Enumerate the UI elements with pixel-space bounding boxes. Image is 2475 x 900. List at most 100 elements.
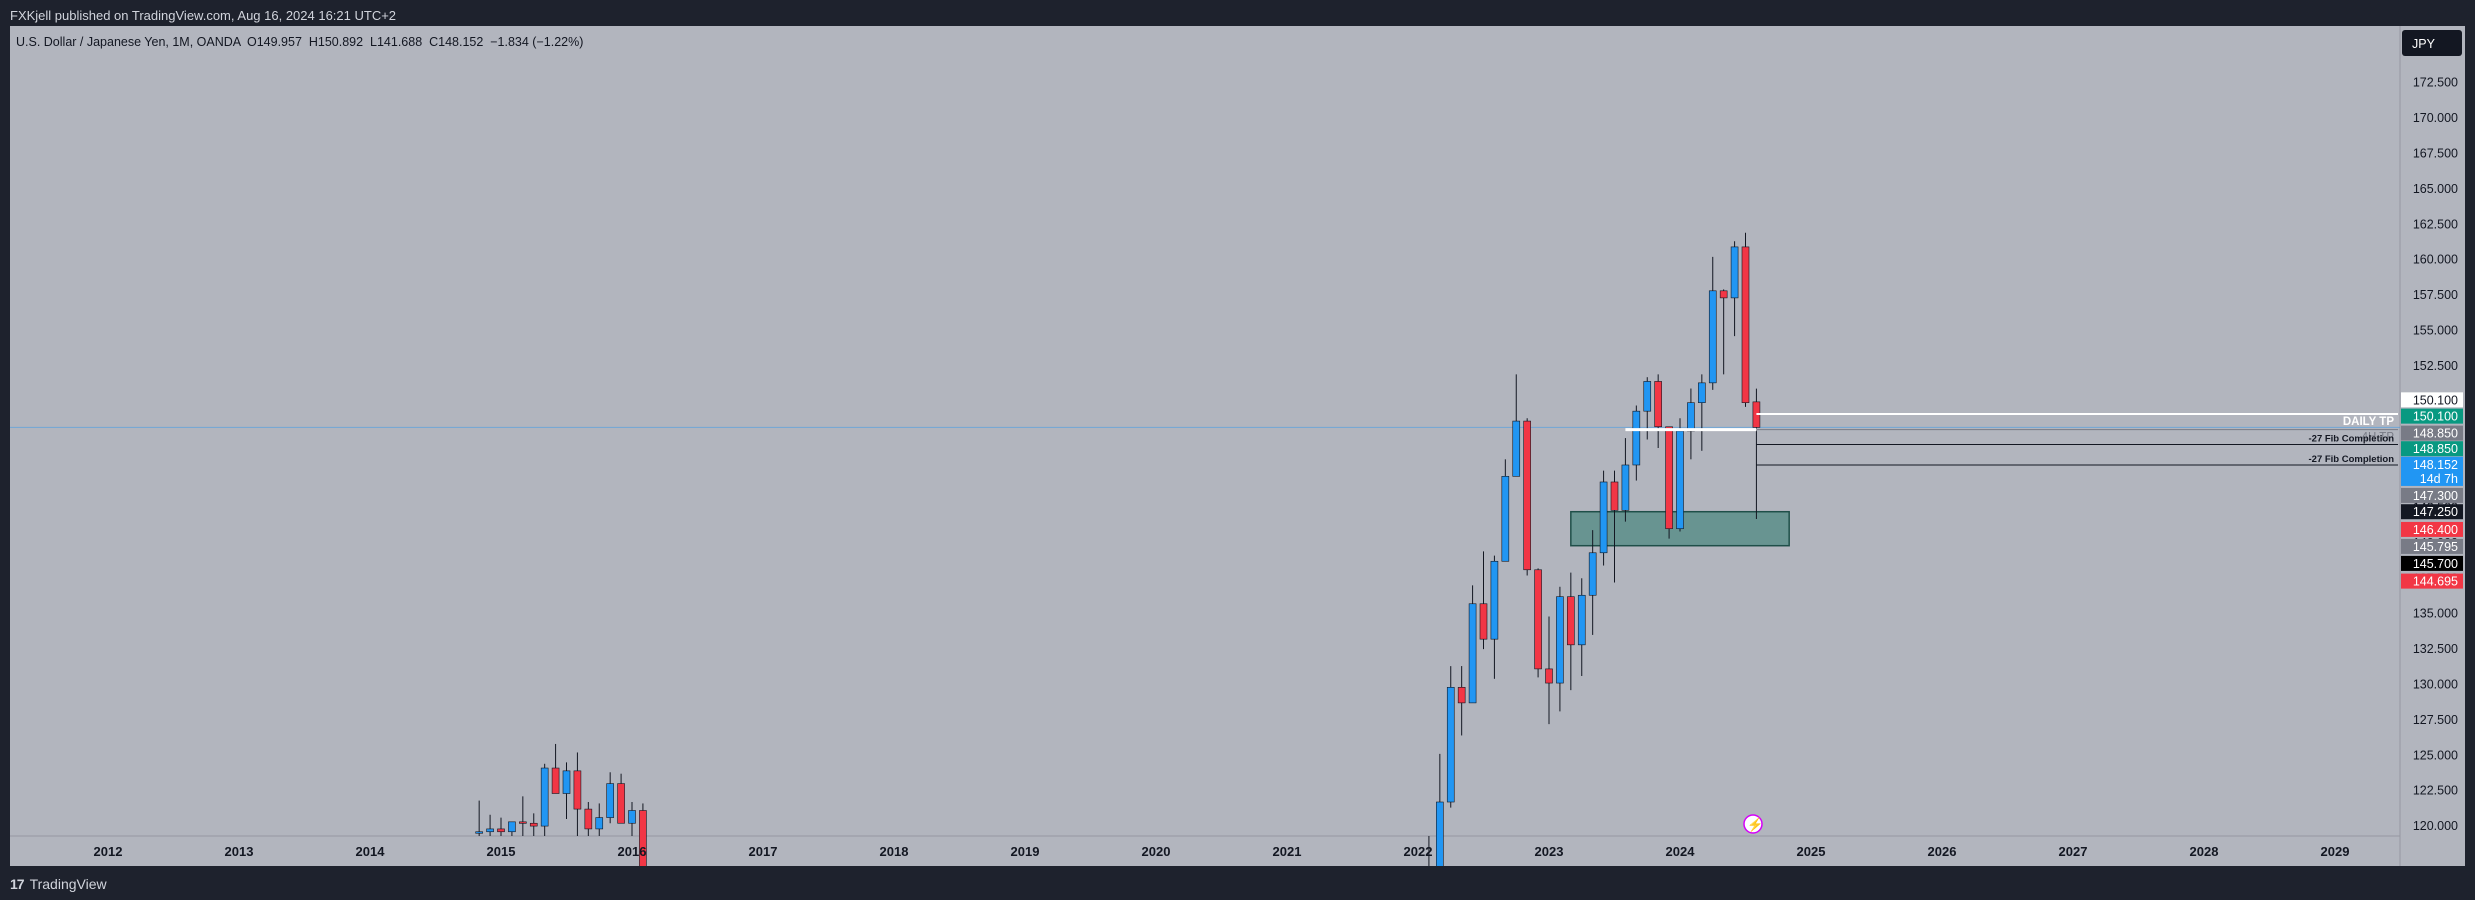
candle [519, 796, 527, 836]
level-label: 4H TP [2362, 432, 2395, 444]
candle-body [1698, 382, 1706, 403]
candle-body [1457, 687, 1466, 704]
candle-body [562, 770, 571, 794]
candle-body [1501, 476, 1510, 562]
price-tick-label: 157.500 [2413, 288, 2458, 302]
candle-body [1577, 594, 1586, 646]
price-tick-label: 155.000 [2413, 323, 2458, 337]
candle-body [508, 821, 516, 833]
price-tag-box [2401, 487, 2463, 503]
candle [1730, 241, 1739, 337]
price-tag: 145.795 [2401, 538, 2463, 554]
tradingview-logo[interactable]: 17 TradingView [10, 876, 107, 892]
candle [1446, 666, 1455, 808]
plot-background [10, 26, 2400, 836]
candle-body [1741, 246, 1750, 403]
candle [497, 817, 505, 836]
price-tag-label: 150.100 [2413, 410, 2458, 424]
candle [1665, 426, 1673, 539]
price-tag-box [2401, 504, 2463, 520]
candle [573, 752, 582, 836]
time-axis-background [10, 836, 2400, 866]
candle [1468, 585, 1477, 704]
price-tag: 150.100 [2401, 392, 2463, 408]
candle [595, 803, 604, 836]
price-tag-label: 148.850 [2413, 427, 2458, 441]
price-tag: 147.250 [2401, 504, 2463, 520]
price-tag-box [2401, 392, 2463, 408]
candle-body [1643, 381, 1652, 412]
candle-body [1665, 426, 1673, 530]
candle [1599, 470, 1608, 566]
candle [1610, 470, 1619, 583]
candle [475, 800, 483, 836]
price-tag-label: 150.100 [2413, 393, 2458, 407]
tradingview-brand: TradingView [29, 876, 107, 892]
time-tick-label: 2020 [1142, 844, 1171, 859]
lightning-icon[interactable]: ⚡ [1743, 814, 1763, 834]
candle-body [1621, 464, 1630, 511]
candle-body [1446, 687, 1455, 803]
candle [617, 773, 625, 824]
chart-frame[interactable]: DAILY TP 4H TP -27 Fib Completion -27 Fib C… [10, 26, 2465, 900]
candle-body [1654, 381, 1662, 428]
candle [1719, 289, 1728, 375]
legend-symbol: U.S. Dollar / Japanese Yen, 1M, OANDA [16, 35, 242, 49]
price-tick-label: 135.000 [2413, 607, 2458, 621]
candle-body [486, 828, 494, 833]
candle-body [1436, 801, 1444, 898]
candle-body [584, 808, 593, 830]
footer-bar: 17 TradingView [0, 866, 2475, 900]
price-tick-label: 160.000 [2413, 253, 2458, 267]
tradingview-logo-icon: 17 [10, 876, 25, 892]
candle [1490, 555, 1499, 679]
price-tag-box [2401, 408, 2463, 424]
time-tick-label: 2021 [1273, 844, 1302, 859]
price-tick-label: 162.500 [2413, 217, 2458, 231]
price-tag-label: 147.300 [2413, 489, 2458, 503]
candle-body [1676, 430, 1684, 530]
candle [1512, 374, 1521, 477]
level-label: -27 Fib Completion [2309, 454, 2395, 465]
candle [1523, 418, 1531, 576]
lightning-icon-glyph[interactable]: ⚡ [1747, 817, 1763, 833]
time-tick-label: 2027 [2059, 844, 2088, 859]
price-tick-label: 152.500 [2413, 359, 2458, 373]
candle [606, 772, 614, 824]
candle-body [475, 831, 483, 834]
candle [1545, 616, 1553, 725]
price-tag-box [2401, 470, 2463, 486]
candle-body [1523, 420, 1531, 571]
time-tick-label: 2022 [1404, 844, 1433, 859]
price-tick-label: 167.500 [2413, 146, 2458, 160]
candle-body [628, 810, 636, 824]
candle-body [1545, 668, 1553, 684]
candle [1632, 405, 1641, 481]
price-tag: 148.850 [2401, 425, 2463, 441]
currency-button[interactable]: JPY [2402, 30, 2462, 56]
currency-button-box[interactable] [2402, 30, 2462, 56]
price-tick-label: 132.500 [2413, 642, 2458, 656]
price-tick-label: 165.000 [2413, 182, 2458, 196]
candle-body [529, 822, 538, 827]
candle [1621, 438, 1630, 522]
time-tick-label: 2023 [1535, 844, 1564, 859]
candle [1676, 418, 1684, 532]
candle-body [1479, 603, 1488, 640]
price-tag-label: 144.695 [2413, 575, 2458, 589]
candle-body [540, 767, 549, 827]
price-tick-label: 130.000 [2413, 677, 2458, 691]
price-tag: 145.700 [2401, 555, 2463, 571]
candle-body [1588, 552, 1597, 596]
candle [1479, 551, 1488, 650]
time-tick-label: 2018 [880, 844, 909, 859]
time-tick-label: 2015 [487, 844, 516, 859]
candle [1534, 568, 1542, 678]
currency-button-label[interactable]: JPY [2412, 37, 2436, 51]
candle-body [1610, 481, 1619, 511]
time-tick-label: 2019 [1011, 844, 1040, 859]
time-tick-label: 2025 [1797, 844, 1826, 859]
lightning-icon-circle[interactable] [1743, 814, 1763, 834]
candle [584, 802, 593, 836]
